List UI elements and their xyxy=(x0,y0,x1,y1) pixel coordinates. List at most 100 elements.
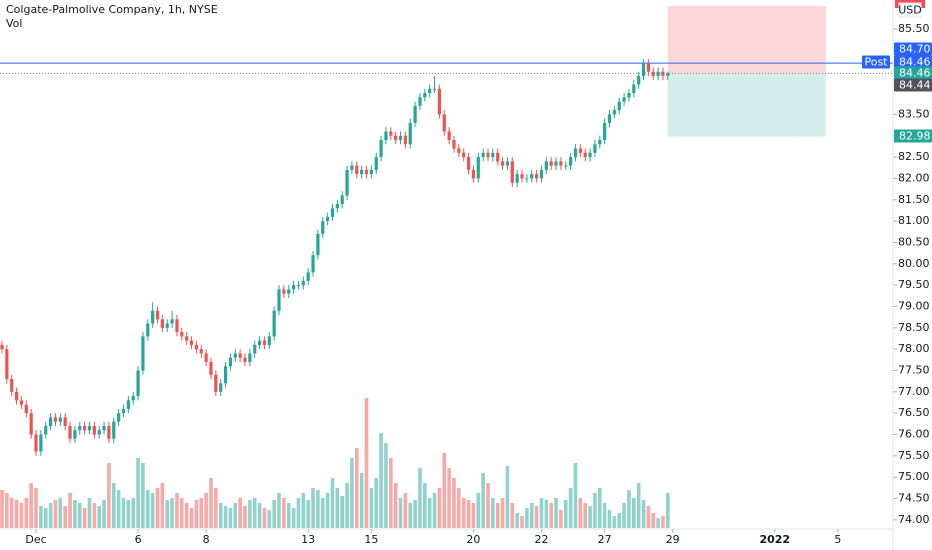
y-tick-label: 81.00 xyxy=(898,214,930,227)
y-tick-label: 78.50 xyxy=(898,321,930,334)
volume-bar xyxy=(666,493,670,528)
volume-bar xyxy=(457,488,461,528)
volume-bar xyxy=(165,500,170,528)
volume-bar xyxy=(170,498,174,528)
target-zone xyxy=(667,73,826,137)
volume-bar xyxy=(471,503,476,528)
candle-body xyxy=(151,310,155,324)
candle-body xyxy=(199,349,203,354)
candle-body xyxy=(238,353,242,358)
volume-bar xyxy=(622,503,626,528)
candle-body xyxy=(311,255,315,273)
candle-body xyxy=(564,165,568,167)
candle-body xyxy=(301,280,305,286)
volume-bar xyxy=(354,448,359,528)
volume-bar xyxy=(607,510,612,528)
candle-body xyxy=(165,323,169,328)
candle-body xyxy=(364,169,369,175)
volume-bar xyxy=(466,500,471,528)
x-tick-label: 20 xyxy=(466,533,480,546)
volume-bar xyxy=(199,498,204,528)
candle-body xyxy=(87,425,92,431)
x-tick-label: 2022 xyxy=(759,533,790,546)
y-tick-label: 74.50 xyxy=(898,492,930,505)
volume-bar xyxy=(495,503,500,528)
volume-bar xyxy=(578,498,583,528)
candle-body xyxy=(486,152,490,158)
candle-body xyxy=(398,135,403,141)
candle-body xyxy=(476,157,480,179)
volume-bar xyxy=(248,500,252,528)
volume-bar xyxy=(442,453,447,528)
candle-body xyxy=(384,131,388,141)
volume-bar xyxy=(257,503,262,528)
volume-bar xyxy=(214,488,218,528)
candle-body xyxy=(573,148,578,158)
candle-body xyxy=(418,97,422,106)
volume-bar xyxy=(189,508,194,528)
candle-body xyxy=(248,353,252,362)
volume-bar xyxy=(656,518,660,528)
candle-body xyxy=(447,131,451,141)
volume-bar xyxy=(141,463,145,528)
volume-bar xyxy=(364,398,369,528)
volume-bar xyxy=(588,506,592,528)
y-tick-label: 80.00 xyxy=(898,257,930,270)
candle-body xyxy=(24,404,28,414)
volume-bar xyxy=(452,478,456,528)
volume-bar xyxy=(233,503,238,528)
candle-body xyxy=(0,344,4,350)
candle-body xyxy=(223,366,228,384)
candle-body xyxy=(423,93,427,98)
candle-body xyxy=(622,97,626,102)
volume-bar xyxy=(262,508,267,528)
volume-bar xyxy=(58,498,63,528)
volume-bar xyxy=(316,490,320,528)
volume-bar xyxy=(612,516,617,528)
volume-bar xyxy=(0,490,4,528)
volume-bar xyxy=(393,483,398,528)
volume-bar xyxy=(267,510,272,528)
candle-body xyxy=(559,161,563,166)
candle-body xyxy=(233,353,237,358)
candle-body xyxy=(112,421,116,439)
volume-bar xyxy=(39,506,43,528)
candle-body xyxy=(53,417,58,422)
candle-body xyxy=(452,140,456,149)
candle-body xyxy=(175,319,179,333)
price-tag-label: 84.44 xyxy=(899,79,931,92)
volume-bar xyxy=(500,498,505,528)
candle-body xyxy=(666,73,670,76)
volume-bar xyxy=(73,500,77,528)
y-tick-label: 79.50 xyxy=(898,278,930,291)
price-tag-label: 84.46 xyxy=(899,67,931,80)
candle-body xyxy=(126,400,130,409)
candle-body xyxy=(272,310,276,337)
volume-bar xyxy=(539,498,544,528)
candle-body xyxy=(500,161,505,166)
candle-body xyxy=(243,357,247,362)
volume-bar xyxy=(554,498,558,528)
volume-bar xyxy=(486,483,490,528)
candle-body xyxy=(141,336,145,371)
candle-body xyxy=(287,289,291,294)
candle-body xyxy=(63,417,67,426)
volume-bar xyxy=(282,498,286,528)
candle-body xyxy=(48,417,53,426)
candle-body xyxy=(588,152,592,158)
volume-bar xyxy=(369,488,374,528)
candle-body xyxy=(661,71,665,76)
y-tick-label: 76.50 xyxy=(898,406,930,419)
volume-bar xyxy=(53,500,58,528)
volume-bar xyxy=(384,443,388,528)
candle-body xyxy=(267,336,271,345)
volume-bar xyxy=(272,500,276,528)
candle-body xyxy=(316,233,320,256)
volume-bar xyxy=(175,493,179,528)
candle-body xyxy=(131,396,135,401)
volume-bar xyxy=(510,503,515,528)
candle-body xyxy=(326,216,330,222)
volume-bar xyxy=(534,506,539,528)
candle-body xyxy=(408,122,412,145)
